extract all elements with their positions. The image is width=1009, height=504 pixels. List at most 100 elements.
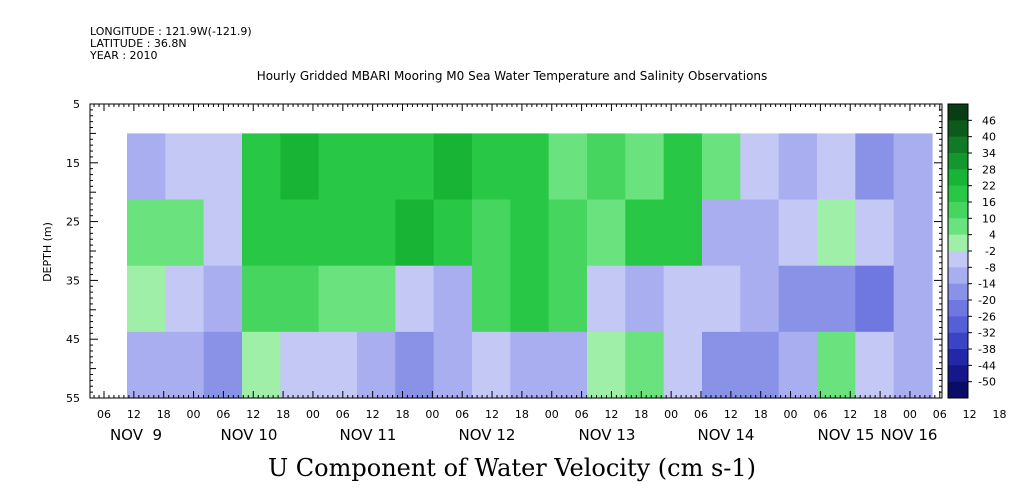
- x-hour-label: 06: [97, 408, 111, 421]
- colorbar-swatch: [948, 104, 968, 121]
- heatmap-cell: [663, 331, 703, 399]
- heatmap-cell: [395, 265, 435, 333]
- x-hour-label: 18: [396, 408, 410, 421]
- heatmap-cell: [702, 133, 741, 201]
- chart-title: Hourly Gridded MBARI Mooring M0 Sea Wate…: [257, 69, 768, 83]
- heatmap-cell: [472, 331, 511, 399]
- x-day-label: NOV 11: [340, 426, 397, 444]
- heatmap-cell: [203, 265, 243, 333]
- x-hour-label: 06: [933, 408, 947, 421]
- colorbar-label: 16: [982, 196, 996, 209]
- heatmap-cell: [280, 265, 320, 333]
- x-hour-label: 12: [246, 408, 260, 421]
- heatmap-cell: [203, 133, 243, 201]
- heatmap-cell: [663, 199, 703, 267]
- colorbar-swatch: [948, 349, 968, 366]
- colorbar-swatch: [948, 332, 968, 350]
- y-tick-label: 5: [73, 98, 80, 111]
- colorbar-swatch: [948, 381, 968, 399]
- colorbar-label: 28: [982, 163, 996, 176]
- y-tick-label: 45: [66, 333, 80, 346]
- heatmap-cell: [778, 199, 818, 267]
- colorbar-label: 4: [989, 229, 996, 242]
- colorbar-label: 46: [982, 114, 996, 127]
- colorbar-label: -38: [978, 343, 996, 356]
- x-hour-label: 18: [993, 408, 1007, 421]
- colorbar-label: -44: [978, 359, 996, 372]
- x-hour-label: 00: [306, 408, 320, 421]
- heatmap-cell: [548, 133, 588, 201]
- heatmap-cell: [165, 133, 205, 201]
- heatmap-cell: [702, 265, 741, 333]
- x-hour-label: 06: [336, 408, 350, 421]
- heatmap-cell: [587, 133, 626, 201]
- x-hour-label: 18: [515, 408, 529, 421]
- x-hour-label: 06: [216, 408, 230, 421]
- x-day-label: NOV 13: [579, 426, 636, 444]
- heatmap-cell: [242, 331, 281, 399]
- heatmap-cell: [395, 331, 435, 399]
- heatmap-cell: [817, 331, 856, 399]
- heatmap-cell: [357, 331, 396, 399]
- y-tick-label: 55: [66, 392, 80, 405]
- x-day-label: NOV 15: [818, 426, 875, 444]
- latitude-label: LATITUDE : 36.8N: [90, 37, 187, 50]
- colorbar-label: -14: [978, 278, 996, 291]
- x-day-label: NOV 10: [221, 426, 278, 444]
- heatmap-cell: [280, 199, 320, 267]
- heatmap-cell: [510, 199, 550, 267]
- heatmap-cell: [893, 199, 933, 267]
- x-day-label: NOV 9: [110, 426, 162, 444]
- colorbar-swatch: [948, 251, 968, 268]
- heatmap-cell: [127, 331, 166, 399]
- heatmap-cell: [357, 265, 396, 333]
- x-axis: 06 12 18 00 06 12 18 00 06 12 18 00 06 12 18 00 06 12 18 00…: [93, 104, 1007, 444]
- y-tick-label: 25: [66, 216, 80, 229]
- heatmap-cell: [433, 331, 473, 399]
- heatmap-cell: [165, 265, 205, 333]
- x-hour-label: 18: [754, 408, 768, 421]
- x-hour-label: 18: [873, 408, 887, 421]
- colorbar-swatch: [948, 300, 968, 317]
- heatmap-cell: [318, 199, 358, 267]
- heatmap-cell: [702, 331, 741, 399]
- colorbar-swatch: [948, 218, 968, 235]
- heatmap-cell: [127, 265, 166, 333]
- heatmap-cell: [203, 331, 243, 399]
- x-hour-label: 06: [813, 408, 827, 421]
- heatmap-cell: [855, 331, 895, 399]
- colorbar-swatch: [948, 153, 968, 170]
- colorbar: 46 40 34 28 22 16 10 4 -2 -8 -14 -20 -26 -32 -38 -44 -50: [947, 103, 996, 399]
- heatmap-cell: [817, 133, 856, 201]
- heatmap-cell: [855, 199, 895, 267]
- x-axis-label: U Component of Water Velocity (cm s-1): [268, 454, 756, 482]
- x-hour-label: 12: [127, 408, 141, 421]
- heatmap-cell: [587, 331, 626, 399]
- x-hour-label: 12: [485, 408, 499, 421]
- x-hour-label: 06: [694, 408, 708, 421]
- heatmap-cell: [203, 199, 243, 267]
- x-hour-label: 00: [425, 408, 439, 421]
- y-tick-label: 15: [66, 157, 80, 170]
- heatmap-cell: [587, 265, 626, 333]
- colorbar-label: 40: [982, 131, 996, 144]
- heatmap-cell: [318, 265, 358, 333]
- colorbar-label: 10: [982, 212, 996, 225]
- heatmap-cell: [740, 133, 780, 201]
- heatmap-cell: [548, 265, 588, 333]
- heatmap-cell: [778, 265, 818, 333]
- x-hour-label: 00: [784, 408, 798, 421]
- heatmap-cell: [433, 133, 473, 201]
- colorbar-label: -26: [978, 310, 996, 323]
- heatmap-cell: [242, 265, 281, 333]
- x-hour-label: 00: [187, 408, 201, 421]
- x-hour-label: 12: [843, 408, 857, 421]
- colorbar-label: 34: [982, 147, 996, 160]
- colorbar-swatch: [948, 234, 968, 252]
- colorbar-swatch: [948, 202, 968, 219]
- heatmap-cell: [893, 331, 933, 399]
- heatmap-cell: [778, 133, 818, 201]
- x-hour-label: 12: [963, 408, 977, 421]
- colorbar-swatch: [948, 185, 968, 203]
